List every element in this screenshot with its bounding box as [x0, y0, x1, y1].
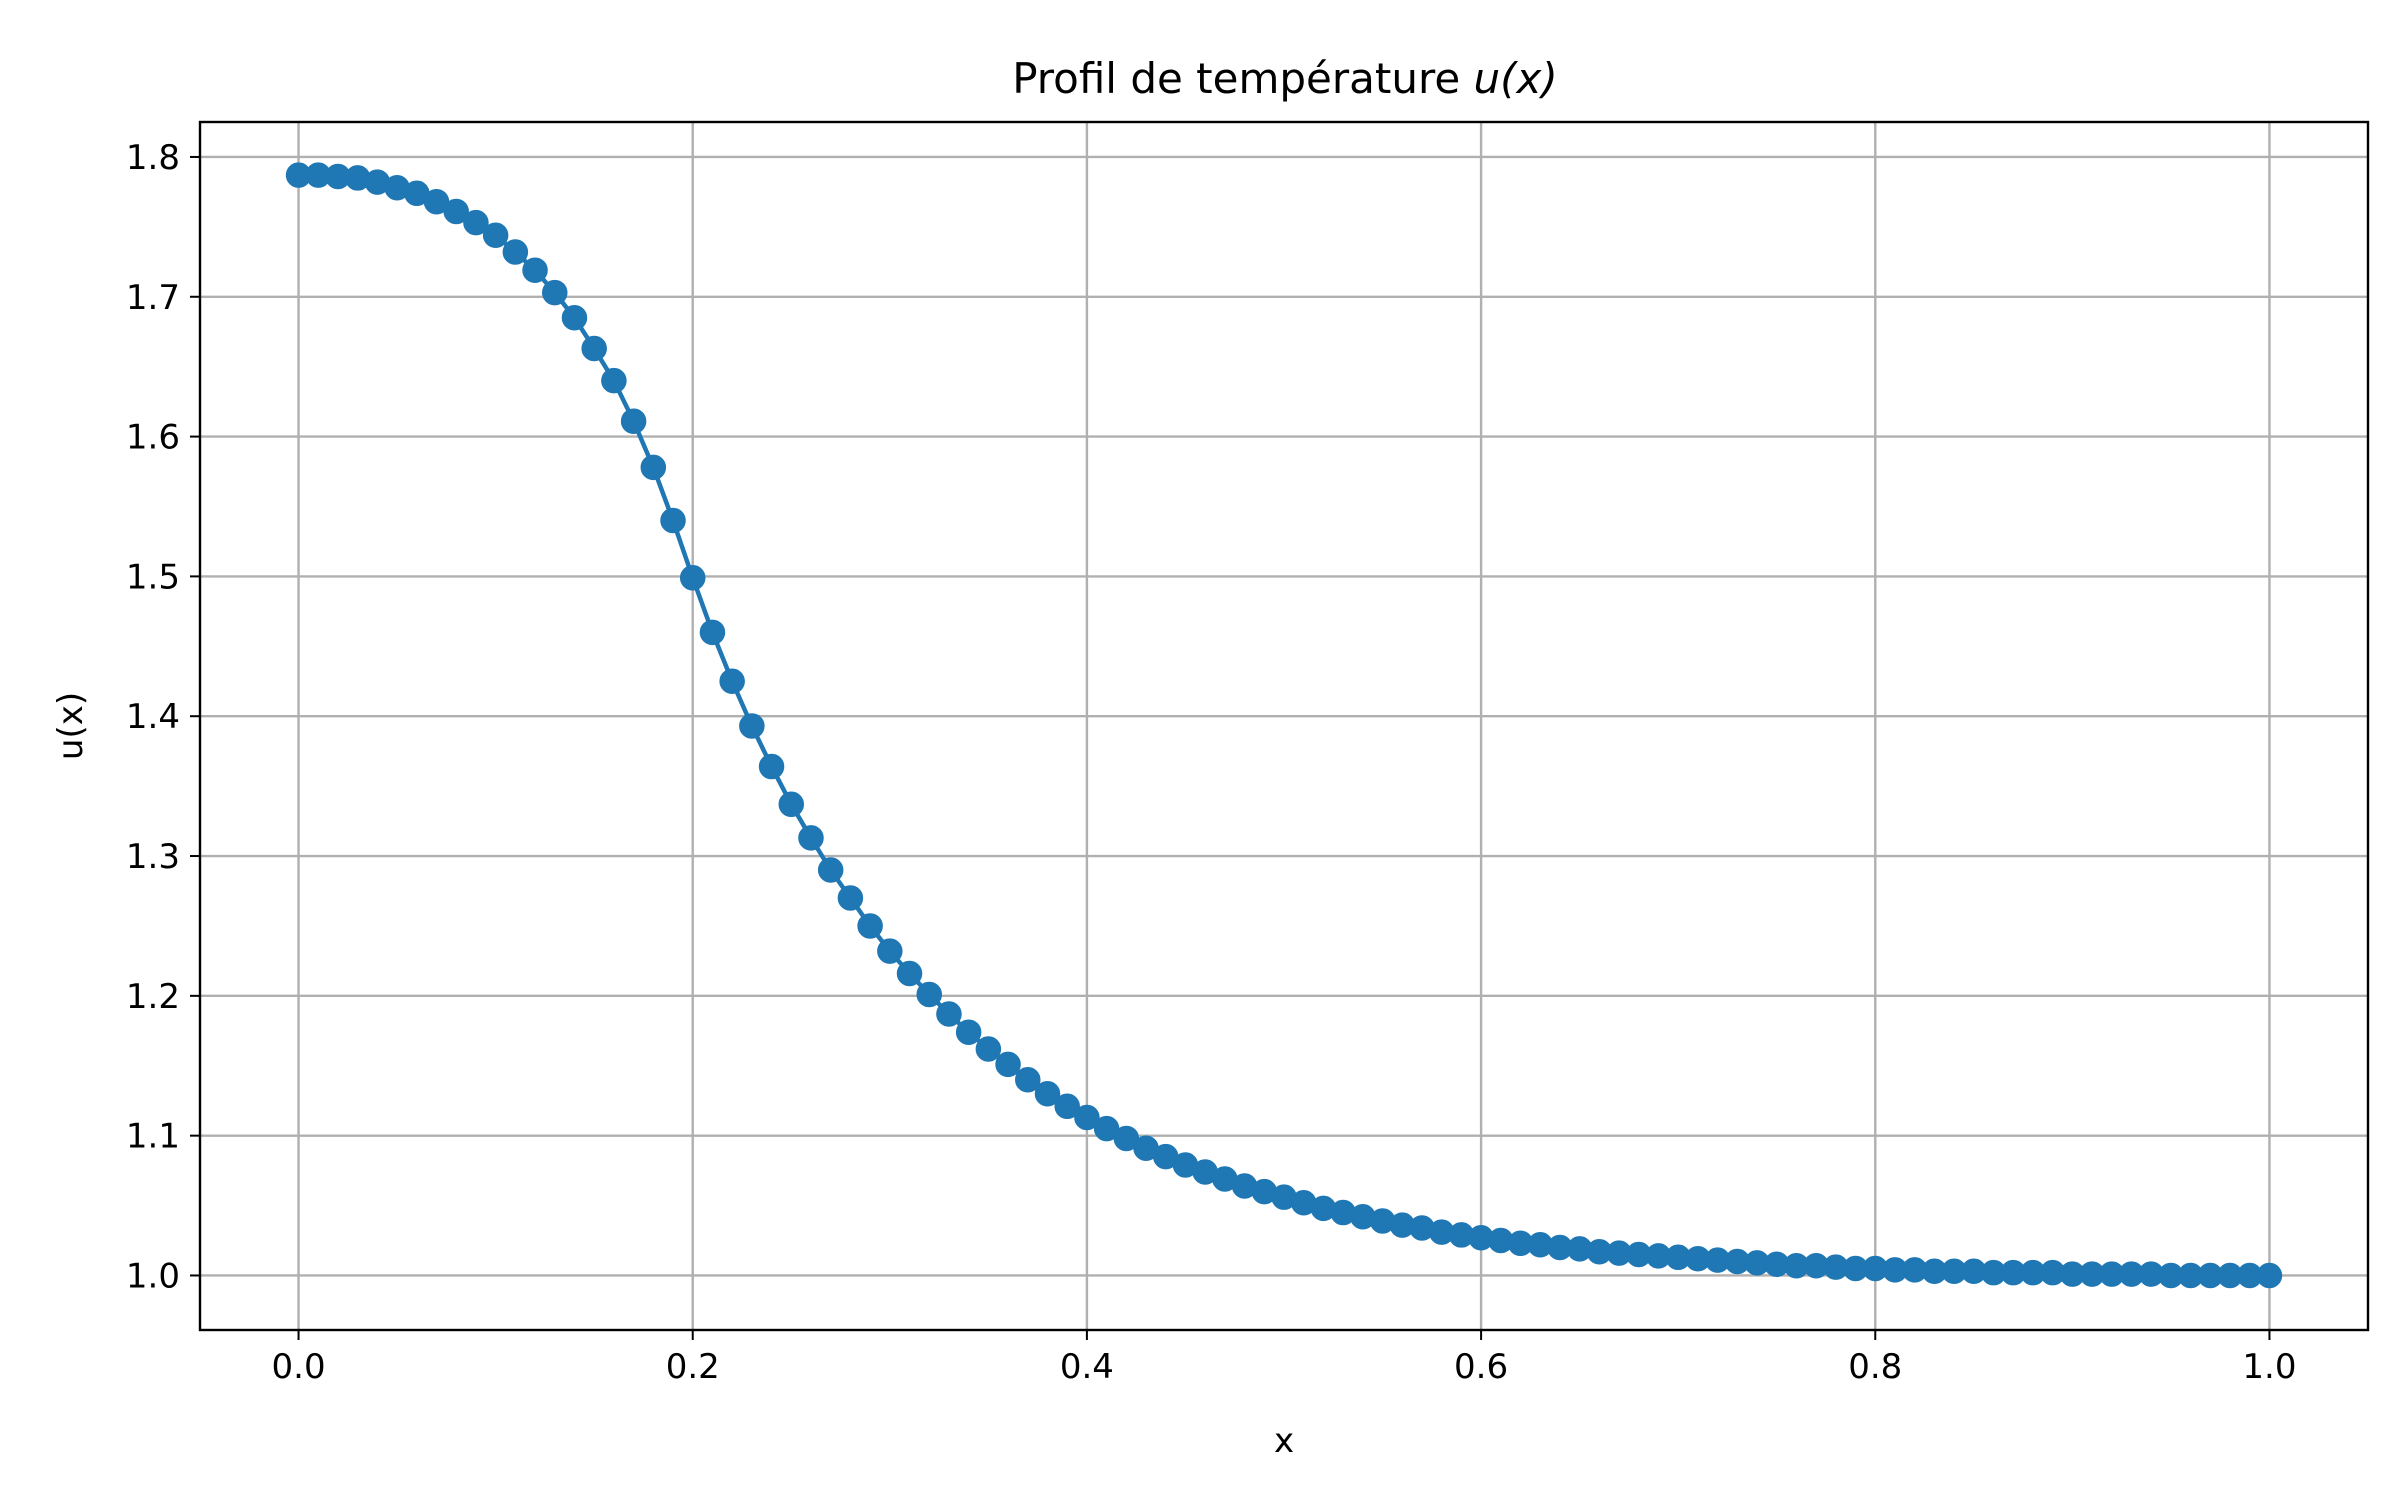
y-axis-label: u(x) — [51, 692, 91, 760]
y-tick-label: 1.2 — [126, 977, 180, 1017]
series-layer — [285, 162, 2283, 1289]
x-tick-label: 1.0 — [2242, 1347, 2296, 1387]
data-point — [463, 209, 489, 236]
y-tick-label: 1.7 — [126, 278, 180, 318]
data-point — [817, 857, 844, 883]
chart-title-text: Profil de température — [1012, 54, 1473, 103]
grid — [200, 122, 2368, 1330]
x-tick-label: 0.8 — [1848, 1347, 1902, 1387]
y-tick-label: 1.4 — [126, 697, 180, 737]
data-point — [916, 981, 942, 1008]
data-point — [482, 222, 509, 248]
data-point — [955, 1019, 982, 1045]
data-point — [502, 239, 529, 265]
data-point — [1054, 1093, 1080, 1120]
chart-title-math: u(x) — [1474, 54, 1558, 103]
data-point — [1034, 1080, 1061, 1107]
data-point — [542, 279, 568, 306]
data-point — [995, 1051, 1021, 1078]
data-point — [778, 791, 805, 818]
data-point — [936, 1001, 962, 1027]
y-tick-label: 1.3 — [126, 837, 180, 877]
y-tick-label: 1.6 — [126, 418, 180, 458]
data-point — [699, 619, 726, 646]
data-point — [443, 198, 469, 225]
data-point — [1074, 1104, 1100, 1131]
data-point — [896, 960, 923, 987]
y-tick-label: 1.1 — [126, 1117, 180, 1157]
data-point — [522, 257, 548, 283]
data-point — [679, 565, 706, 591]
data-point — [739, 713, 765, 739]
x-axis-label: x — [1274, 1421, 1294, 1461]
x-tick-label: 0.4 — [1060, 1347, 1114, 1387]
data-point — [1015, 1066, 1041, 1093]
data-point — [798, 825, 824, 851]
data-point — [581, 335, 607, 362]
data-point — [877, 938, 903, 964]
data-point — [837, 885, 864, 911]
x-tick-label: 0.0 — [272, 1347, 326, 1387]
data-point — [561, 304, 588, 331]
x-tick-label: 0.6 — [1454, 1347, 1508, 1387]
y-tick-label: 1.8 — [126, 138, 180, 178]
data-point — [640, 454, 667, 481]
data-point — [601, 367, 627, 394]
plot-frame — [198, 120, 2370, 1332]
y-tick-label: 1.5 — [126, 557, 180, 597]
data-point — [719, 668, 745, 695]
data-point — [660, 507, 686, 534]
y-tick-label: 1.0 — [126, 1256, 180, 1296]
data-point — [620, 408, 647, 434]
x-tick-label: 0.2 — [666, 1347, 720, 1387]
data-point — [975, 1036, 1002, 1062]
data-point — [758, 753, 785, 780]
axis-ticks: 0.0 0.2 0.4 0.6 0.8 1.0 1.0 1.1 1.2 1.3 1.4 1.5 1.6 1… — [126, 138, 2297, 1387]
data-point — [2256, 1262, 2283, 1289]
chart-title: Profil de température u(x) — [1012, 54, 1558, 103]
data-point — [857, 913, 883, 939]
